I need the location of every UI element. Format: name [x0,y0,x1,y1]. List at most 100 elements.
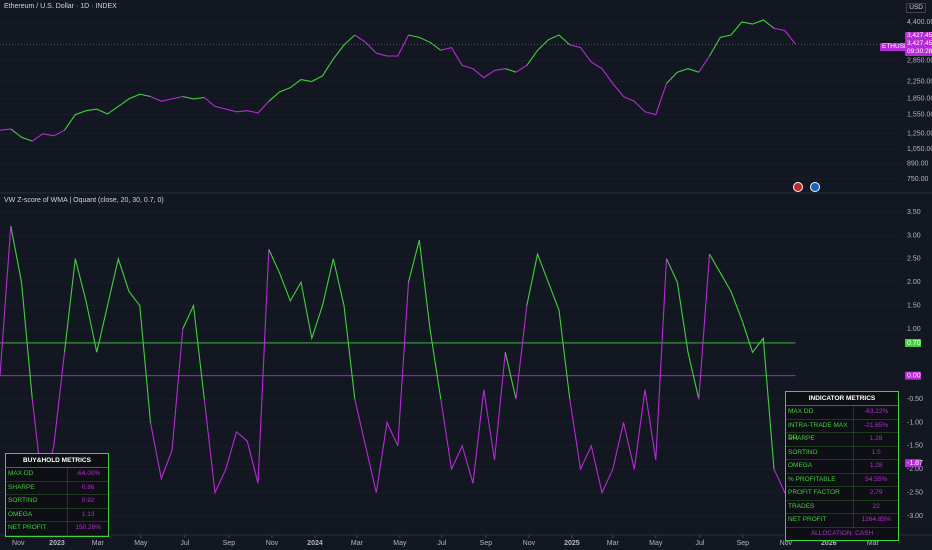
price-badge: 3,427.45 [905,40,932,49]
metric-name: MAX DD [786,406,855,419]
y-tick-label: 890.00 [907,161,929,168]
x-tick-label: Sep [480,540,493,547]
line-segment [709,19,775,57]
line-segment [569,258,668,495]
metric-value: 0.86 [81,483,95,491]
symbol-title[interactable]: Ethereum / U.S. Dollar · 1D · INDEX [4,3,117,10]
table-row: INTRA-TRADE MAX DD -21.65% [786,419,898,441]
metric-name: OMEGA [6,508,69,521]
last-value-label: -1.87 [907,460,923,467]
line-segment [515,305,528,400]
y-tick-label: 750.00 [907,176,929,183]
y-tick-label: -1.50 [907,443,923,450]
y-tick-label: -2.50 [907,489,923,496]
x-tick-label: Mar [351,540,364,547]
metric-name: OMEGA [786,460,855,473]
metric-name: MAX DD [6,468,69,481]
y-tick-label: -1.00 [907,419,923,426]
line-segment [666,68,699,84]
table-row: MAX DD -64.00% [6,468,108,482]
line-segment [203,97,270,114]
table-row: SHARPE 1.28 [786,433,898,447]
line-segment [698,55,710,73]
x-tick-label: May [649,540,663,547]
table-row: SORTINO 0.92 [6,495,108,509]
y-tick-label: 2,250.00 [907,78,932,85]
table-row: MAX DD -63.22% [786,406,898,420]
level-badge [905,338,921,347]
metric-name: SHARPE [786,433,855,446]
indicator-title[interactable]: VW Z-score of WMA | Oquant (close, 20, 3… [4,197,164,204]
line-segment [354,34,409,57]
table-row: OMEGA 1.28 [786,460,898,474]
metric-name: NET PROFIT [786,514,855,527]
line-segment [666,258,700,400]
x-tick-label: 2025 [564,540,580,547]
metrics-table: INDICATOR METRICS MAX DD -63.22% INTRA-TRAD… [785,391,899,541]
y-tick-label: -3.00 [907,513,923,520]
ticker-badge: ETHUSD [880,43,911,52]
level-badge [905,371,921,380]
line-segment [150,95,183,102]
line-segment [407,239,442,400]
event-flag[interactable] [793,182,803,192]
x-tick-label: 2026 [821,540,837,547]
y-tick-label: 1,850.00 [907,96,932,103]
metric-value: 22 [872,502,880,510]
table-title: BUY&HOLD METRICS [6,454,108,468]
metrics-table: BUY&HOLD METRICS MAX DD -64.00% SHARPE 0.86 S… [5,453,109,537]
metric-name: SORTINO [6,495,69,508]
metric-value: 54.55% [865,475,888,483]
plot-layer: 4,400.00 2,850.00 2,250.00 1,850.00 1,550.00… [0,19,932,547]
line-segment [773,27,796,45]
table-row: NET PROFIT 150.26% [6,522,108,536]
table-row: % PROFITABLE 54.55% [786,473,898,487]
metric-value: -63.22% [864,408,889,415]
y-tick-label: 1.00 [907,326,921,333]
table-title: INDICATOR METRICS [786,392,898,406]
y-tick-label: 1,250.00 [907,131,932,138]
line-segment [268,34,356,102]
line-segment [203,249,270,495]
line-segment [440,46,506,79]
event-flag[interactable] [810,182,820,192]
x-tick-label: Jul [437,540,446,547]
metric-value: 150.26% [75,524,102,531]
x-tick-label: Nov [266,540,279,547]
table-row: NET PROFIT 1264.85% [786,514,898,528]
table-row: PROFIT FACTOR 2.79 [786,487,898,501]
metric-name: INTRA-TRADE MAX DD [786,419,855,441]
metric-value: -21.65% [864,421,889,429]
y-tick-label: 3.50 [907,209,921,216]
currency-button[interactable]: USD [906,3,926,13]
y-tick-label: 2.00 [907,279,921,286]
y-tick-label: 1,550.00 [907,111,932,118]
line-segment [505,68,517,73]
y-tick-label: 2,850.00 [907,57,932,64]
line-segment [408,34,442,51]
level-label: 0.00 [907,373,921,380]
metric-name: NET PROFIT [6,522,69,535]
line-segment [698,254,711,400]
line-segment [64,93,151,131]
level-label: 0.70 [907,340,921,347]
price-badge: 3,427.45 [905,32,932,41]
x-tick-label: Sep [737,540,750,547]
metric-name: SORTINO [786,446,855,459]
metric-value: 0.92 [81,497,95,504]
x-tick-label: Mar [92,540,105,547]
last-value-badge [905,459,921,468]
countdown-badge: 09:30:28 [905,48,932,57]
y-tick-label: 1.50 [907,302,921,309]
metric-name: TRADES [786,500,855,513]
line-segment [10,128,33,142]
y-tick-label: 2.50 [907,256,921,263]
y-tick-label: 1,050.00 [907,146,932,153]
x-tick-label: Nov [12,540,25,547]
x-tick-label: Mar [867,540,880,547]
line-segment [354,282,410,493]
line-segment [63,256,152,423]
x-tick-label: May [393,540,407,547]
x-tick-label: May [134,540,148,547]
